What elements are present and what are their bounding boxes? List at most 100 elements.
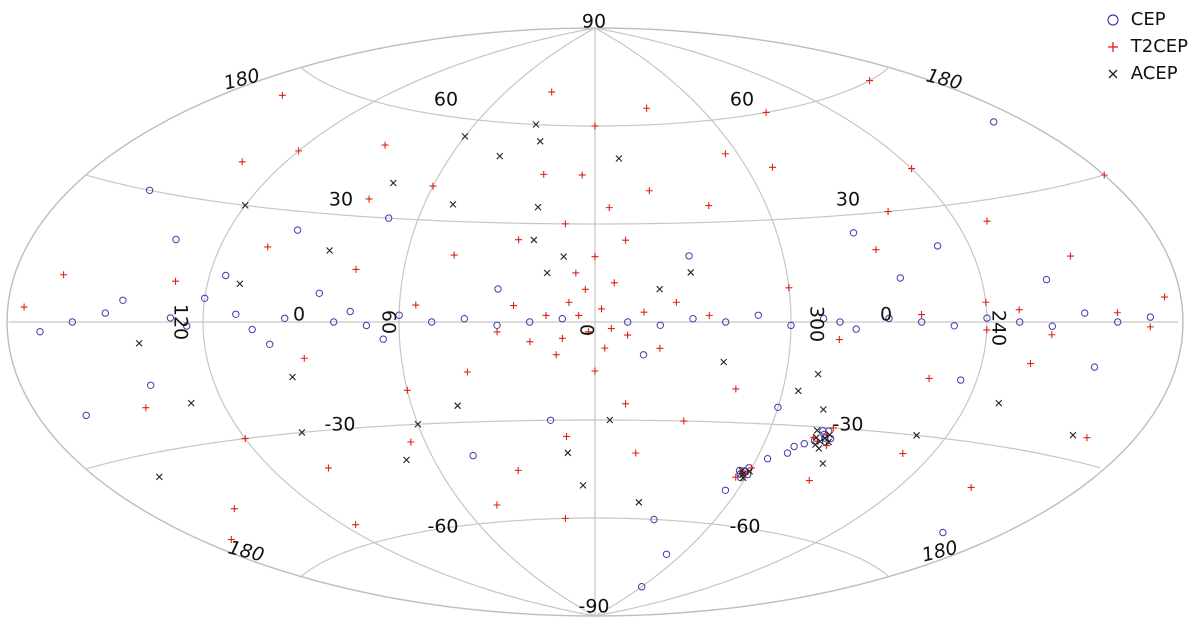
cep-point: [395, 311, 403, 319]
t2cep-point: [542, 311, 550, 319]
legend-item-t2cep: T2CEP: [1099, 33, 1188, 60]
cep-point: [201, 294, 209, 302]
cep-point: [939, 528, 947, 537]
t2cep-point: [548, 88, 556, 96]
latitude-tick-label: 60: [730, 89, 754, 111]
t2cep-point: [1100, 171, 1108, 179]
t2cep-point: [1146, 323, 1154, 331]
t2cep-point: [581, 285, 589, 293]
cep-point: [783, 449, 792, 457]
acep-point: [635, 498, 643, 506]
t2cep-point: [680, 417, 688, 425]
t2cep-point: [515, 236, 523, 244]
cep-point: [896, 274, 904, 282]
cep-point: [950, 322, 958, 330]
t2cep-point: [822, 442, 830, 450]
cep-point: [721, 486, 730, 494]
t2cep-point: [672, 298, 680, 306]
cep-point: [166, 314, 175, 322]
acep-point: [1069, 431, 1077, 439]
cep-point: [787, 321, 795, 330]
series-t2cep: [20, 77, 1169, 544]
t2cep-point: [381, 141, 389, 149]
t2cep-point: [622, 400, 630, 408]
cep-point: [68, 318, 77, 326]
cep-point: [119, 296, 127, 304]
t2cep-point: [622, 236, 630, 244]
cep-point: [460, 315, 468, 323]
series-acep: [135, 121, 1077, 506]
acep-point: [819, 460, 827, 467]
t2cep-point: [1161, 293, 1169, 301]
t2cep-point: [983, 326, 991, 334]
t2cep-point: [412, 301, 420, 309]
longitude-tick-label: 120: [170, 304, 192, 340]
cep-point: [650, 515, 658, 524]
cep-point: [362, 321, 371, 330]
edge-longitude-label: 180: [226, 536, 267, 566]
cep-point: [849, 229, 858, 237]
t2cep-point: [643, 104, 651, 112]
cep-point: [662, 550, 671, 558]
cross-marker-icon: [1108, 69, 1118, 78]
t2cep-point: [705, 311, 713, 319]
cep-point: [990, 118, 998, 126]
acep-point: [534, 203, 542, 211]
edge-longitude-label: 180: [222, 64, 263, 94]
cep-point: [493, 321, 501, 329]
t2cep-point: [584, 328, 592, 336]
acep-point: [913, 431, 920, 439]
acep-point: [532, 121, 540, 128]
cep-point: [36, 328, 44, 336]
acep-point: [656, 285, 664, 293]
t2cep-point: [624, 331, 632, 339]
latitude-tick-label: 30: [329, 189, 353, 211]
acep-point: [560, 253, 568, 260]
cep-point: [918, 318, 926, 326]
acep-point: [746, 467, 753, 475]
t2cep-point: [578, 171, 586, 179]
longitude-tick-label: 0: [576, 324, 598, 336]
circle-marker-icon: [1107, 13, 1119, 26]
cep-point: [232, 310, 240, 318]
t2cep-point: [561, 220, 569, 228]
latitude-tick-label: 0: [293, 304, 305, 326]
cep-point: [1081, 309, 1089, 317]
cep-point: [385, 214, 393, 222]
latitude-tick-label: 90: [582, 11, 606, 33]
cep-point: [689, 315, 697, 323]
acep-point: [813, 434, 820, 441]
acep-point: [826, 431, 834, 439]
acep-point: [298, 429, 306, 436]
t2cep-point: [1048, 331, 1056, 339]
t2cep-point: [908, 165, 916, 173]
t2cep-point: [463, 368, 471, 376]
t2cep-point: [598, 305, 606, 313]
cep-point: [101, 309, 110, 317]
acep-point: [794, 387, 802, 395]
acep-point: [606, 416, 614, 424]
cep-point: [656, 321, 664, 329]
t2cep-point: [565, 298, 573, 306]
t2cep-point: [656, 344, 664, 352]
t2cep-point: [142, 404, 150, 412]
acep-point: [155, 473, 163, 481]
latitude-tick-label: 60: [434, 89, 458, 111]
acep-point: [720, 358, 728, 366]
acep-point: [454, 402, 462, 410]
t2cep-point: [805, 477, 813, 485]
acep-point: [187, 399, 195, 407]
t2cep-point: [768, 163, 776, 171]
t2cep-point: [352, 265, 360, 273]
acep-point: [135, 339, 143, 347]
acep-point: [289, 373, 296, 381]
t2cep-point: [748, 464, 756, 472]
t2cep-point: [558, 334, 566, 342]
longitude-tick-label: 300: [806, 306, 828, 342]
t2cep-point: [866, 77, 874, 85]
acep-point: [687, 269, 695, 276]
cep-point: [558, 315, 566, 323]
cep-point: [1090, 363, 1099, 371]
t2cep-point: [324, 464, 332, 472]
